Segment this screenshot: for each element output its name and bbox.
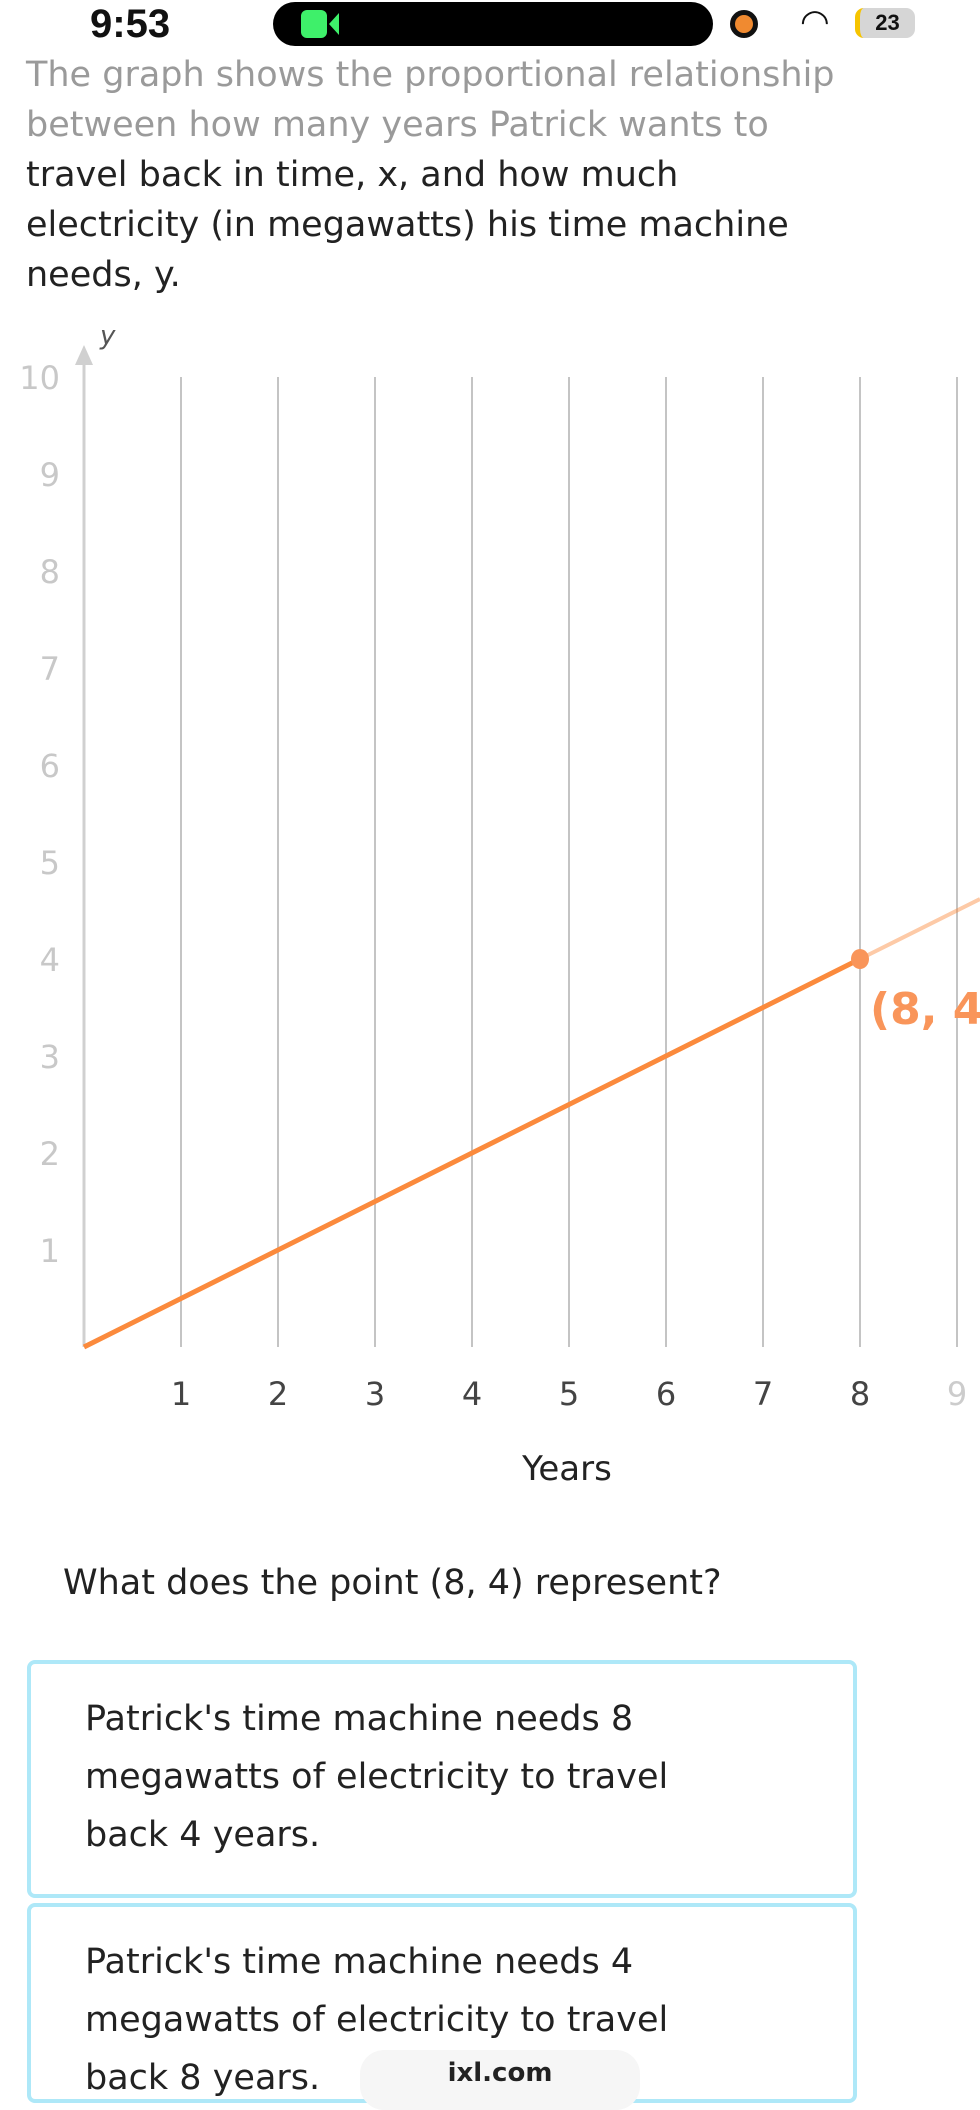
recording-dot-icon [730, 10, 758, 38]
y-axis-arrow-icon [75, 345, 93, 365]
option-line: back 4 years. [85, 1815, 321, 1855]
wifi-icon: ◠ [800, 2, 830, 42]
grid [75, 345, 980, 1350]
x-tick-label: 9 [947, 1375, 967, 1413]
y-tick-label: 2 [40, 1135, 60, 1173]
option-line: megawatts of electricity to travel [85, 2000, 669, 2040]
clock: 9:53 [90, 2, 171, 46]
y-tick-label: 9 [40, 456, 60, 494]
x-tick-label: 1 [171, 1375, 191, 1413]
y-tick-label: 3 [40, 1038, 60, 1076]
y-tick-label: 5 [40, 844, 60, 882]
question-text: What does the point (8, 4) represent? [63, 1563, 722, 1603]
dynamic-island[interactable] [273, 2, 713, 46]
question-prompt: The graph shows the proportional relatio… [26, 50, 966, 300]
prompt-line: between how many years Patrick wants to [26, 105, 769, 145]
y-axis-label: y [99, 321, 116, 351]
status-bar: 9:53 ◠ 23 [0, 0, 980, 48]
facetime-camera-icon [301, 10, 339, 38]
x-tick-label: 5 [559, 1375, 579, 1413]
site-url-pill[interactable]: ixl.com [360, 2050, 640, 2110]
chart: 1 2 3 4 5 6 7 8 9 1 2 3 4 5 6 7 8 9 10 (8, 4) y Years [19, 321, 980, 1489]
x-tick-label: 7 [753, 1375, 773, 1413]
y-tick-label: 8 [40, 553, 60, 591]
series-line-extension [859, 897, 980, 961]
y-tick-label: 7 [40, 650, 60, 688]
x-tick-label: 6 [656, 1375, 676, 1413]
option-line: Patrick's time machine needs 4 [85, 1942, 634, 1982]
option-line: Patrick's time machine needs 8 [85, 1699, 634, 1739]
highlight-point-label: (8, 4) [870, 984, 980, 1035]
x-axis-label: Years [521, 1449, 612, 1489]
prompt-line: needs, y. [26, 255, 181, 295]
series-line [82, 956, 862, 1350]
x-tick-label: 8 [850, 1375, 870, 1413]
option-line: megawatts of electricity to travel [85, 1757, 669, 1797]
answer-option-1[interactable]: Patrick's time machine needs 8 megawatts… [27, 1660, 857, 1898]
battery-icon: 23 [855, 8, 915, 38]
highlight-point [851, 949, 869, 969]
x-tick-label: 4 [462, 1375, 482, 1413]
y-tick-label: 6 [40, 747, 60, 785]
prompt-line: The graph shows the proportional relatio… [26, 55, 835, 95]
x-tick-label: 3 [365, 1375, 385, 1413]
prompt-line: travel back in time, x, and how much [26, 155, 679, 195]
y-tick-label: 1 [40, 1232, 60, 1270]
prompt-line: electricity (in megawatts) his time mach… [26, 205, 789, 245]
y-tick-label: 10 [19, 359, 60, 397]
x-tick-label: 2 [268, 1375, 288, 1413]
y-tick-label: 4 [40, 941, 60, 979]
